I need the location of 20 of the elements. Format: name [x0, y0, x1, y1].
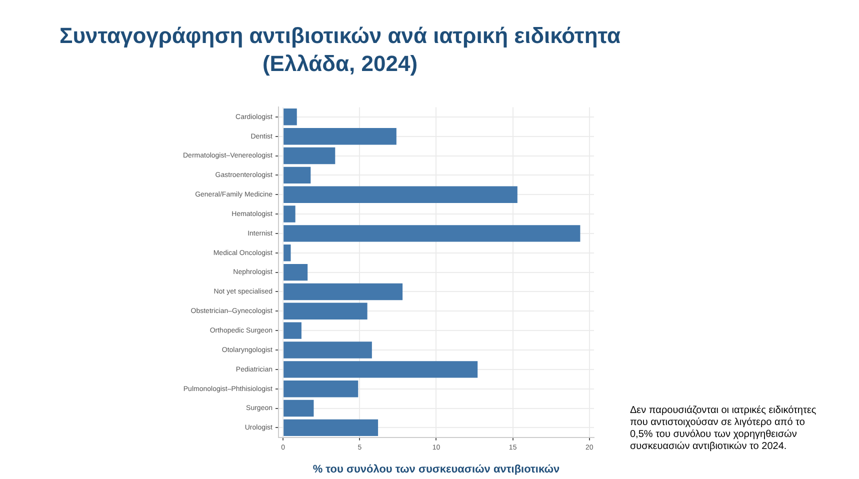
- chart-title: Συνταγογράφηση αντιβιοτικών ανά ιατρική ειδικότητα (Ελλάδα, 2024): [58, 22, 622, 78]
- bar: [284, 225, 580, 242]
- bar: [284, 108, 297, 126]
- bar: [284, 166, 311, 184]
- bar: [284, 264, 308, 281]
- x-axis-title: % του συνόλου των συσκευασιών αντιβιοτικών: [312, 463, 560, 476]
- bar: [284, 361, 478, 378]
- bar: [284, 342, 372, 358]
- bar: [284, 302, 368, 320]
- bar: [284, 322, 302, 339]
- bar: [284, 419, 378, 436]
- bar: [284, 380, 358, 398]
- bar: [284, 147, 336, 164]
- bar: [284, 128, 396, 145]
- bar: [284, 283, 403, 300]
- bar: [284, 400, 314, 417]
- bar: [284, 244, 291, 262]
- bar: [284, 206, 296, 222]
- text: Δεν παρουσιάζονται οι ιατρικές ειδικότητες που αντιστοιχούσαν σε λιγότερο από το 0,5% του συνόλου των χορηγηθεισών συσκευασιών αντιβιοτικών το 2024.: [630, 405, 818, 453]
- bar: [284, 186, 518, 203]
